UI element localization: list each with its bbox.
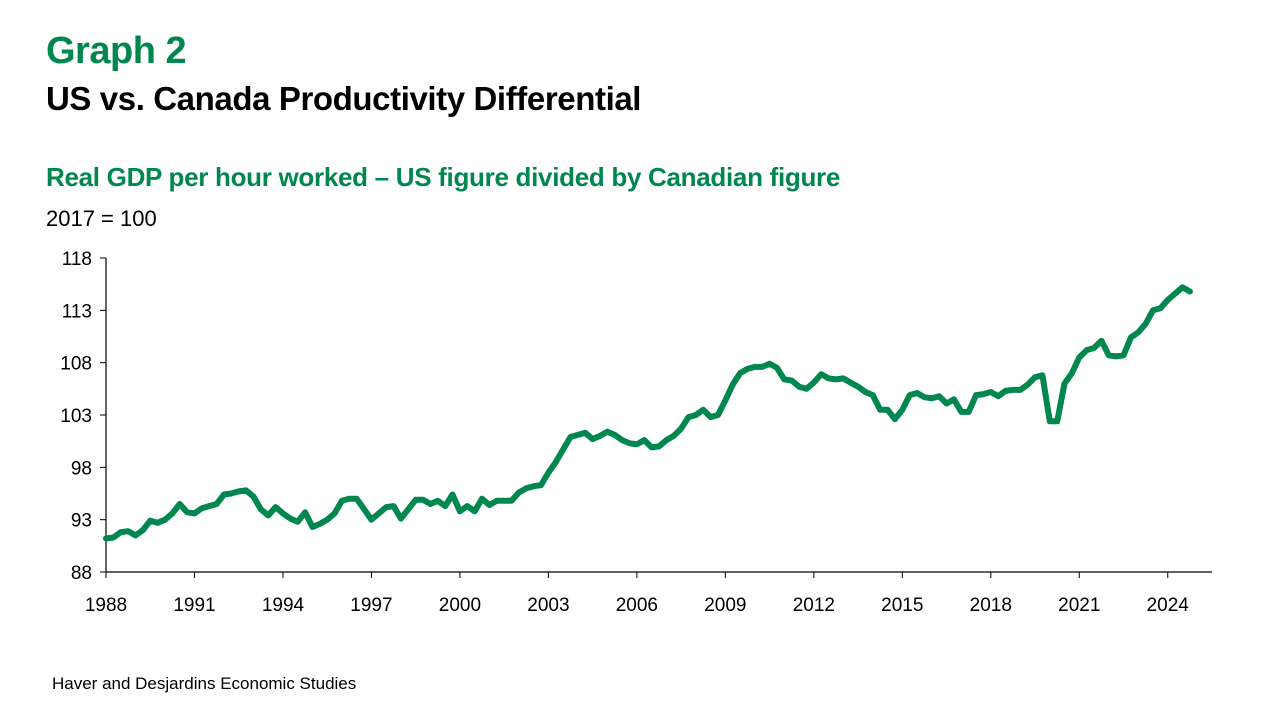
chart-units-label: 2017 = 100	[46, 206, 157, 231]
chart-ticks: 88 93 98 103 108 113 118 1988 1991 1994 1997 2000 20…	[60, 249, 1189, 616]
x-tick-label: 1994	[262, 595, 305, 616]
series-line-0	[103, 284, 1193, 542]
x-tick-label: 2024	[1147, 595, 1190, 616]
x-tick-label: 1997	[350, 595, 392, 616]
y-tick-label: 108	[60, 354, 92, 375]
source-note: Haver and Desjardins Economic Studies	[52, 674, 357, 693]
y-tick-label: 103	[60, 406, 92, 427]
x-tick-label: 2006	[616, 595, 658, 616]
chart-title: Real GDP per hour worked – US figure div…	[46, 162, 841, 192]
x-tick-label: 1991	[173, 595, 215, 616]
x-tick-label: 1988	[85, 595, 127, 616]
y-tick-label: 118	[62, 249, 92, 270]
graph-label: Graph 2	[46, 30, 187, 72]
x-tick-label: 2009	[704, 595, 746, 616]
x-tick-label: 2003	[527, 595, 569, 616]
y-tick-label: 113	[62, 301, 92, 322]
y-tick-label: 98	[71, 458, 92, 479]
y-tick-label: 93	[71, 511, 92, 532]
x-tick-label: 2021	[1058, 595, 1100, 616]
x-tick-label: 2015	[881, 595, 923, 616]
x-tick-label: 2000	[439, 595, 481, 616]
x-tick-label: 2012	[793, 595, 835, 616]
y-tick-label: 88	[71, 563, 92, 584]
x-tick-label: 2018	[970, 595, 1012, 616]
chart-series	[103, 284, 1193, 542]
page-title: US vs. Canada Productivity Differential	[46, 80, 642, 117]
